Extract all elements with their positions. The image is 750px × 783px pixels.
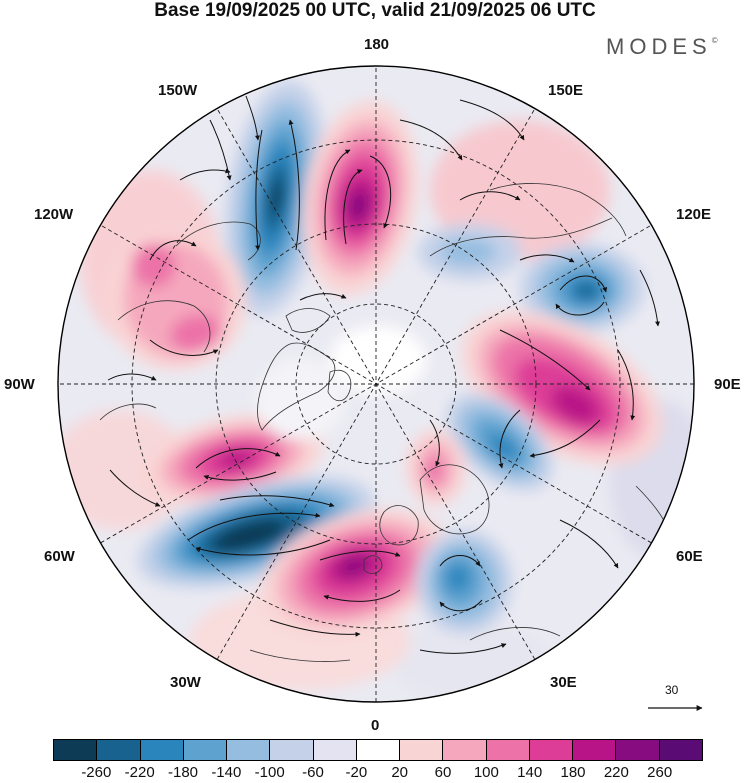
lon-label-120w: 120W: [34, 206, 74, 223]
brand-name: MODES: [606, 34, 712, 59]
colorbar: [53, 739, 703, 761]
colorbar-tick-label: -100: [254, 764, 285, 781]
modes-logo: MODES©: [606, 34, 718, 60]
graticule: [58, 66, 694, 702]
colorbar-swatch: [54, 740, 98, 760]
colorbar-tick-label: 20: [391, 764, 408, 781]
lon-label-30e: 30E: [550, 674, 577, 691]
colorbar-swatch: [529, 740, 574, 760]
colorbar-swatch: [573, 740, 617, 760]
colorbar-swatch: [400, 740, 444, 760]
brand-mark: ©: [711, 36, 718, 45]
colorbar-swatch: [313, 740, 357, 760]
colorbar-swatch: [97, 740, 141, 760]
lon-label-60w: 60W: [44, 548, 75, 565]
colorbar-tick-label: 180: [560, 764, 586, 781]
colorbar-tick-label: 100: [473, 764, 499, 781]
colorbar-tick-label: 60: [434, 764, 452, 781]
colorbar-tick-label: -260: [81, 764, 112, 781]
colorbar-tick-label: -180: [167, 764, 199, 781]
lon-label-120e: 120E: [676, 206, 712, 223]
anomaly-field: [58, 66, 694, 702]
colorbar-swatch: [486, 740, 530, 760]
colorbar-tick-label: 140: [517, 764, 543, 781]
lon-label-0: 0: [371, 717, 380, 734]
colorbar-swatch: [183, 740, 228, 760]
colorbar-swatch: [356, 740, 401, 760]
colorbar-swatch: [616, 740, 660, 760]
reference-vector-label: 30: [665, 683, 679, 697]
colorbar-tick-label: -220: [124, 764, 155, 781]
lon-label-60e: 60E: [676, 548, 703, 565]
lon-label-90w: 90W: [4, 376, 35, 393]
colorbar-tick-label: -20: [345, 764, 368, 781]
lon-label-90e: 90E: [714, 376, 741, 393]
lon-label-30w: 30W: [170, 674, 201, 691]
lon-label-150w: 150W: [158, 82, 198, 99]
colorbar-swatch: [270, 740, 314, 760]
colorbar-swatch: [140, 740, 184, 760]
colorbar-tick-label: -140: [211, 764, 242, 781]
map-boundary: [57, 65, 695, 703]
colorbar-tick-label: 260: [647, 764, 673, 781]
colorbar-swatch: [443, 740, 487, 760]
colorbar-tick-label: 220: [603, 764, 629, 781]
colorbar-tick-label: -60: [302, 764, 324, 781]
colorbar-swatch: [659, 740, 702, 760]
wind-vectors: [107, 95, 661, 654]
map-title: Base 19/09/2025 00 UTC, valid 21/09/2025…: [154, 0, 596, 21]
colorbar-swatch: [227, 740, 271, 760]
lon-label-180: 180: [364, 36, 390, 53]
lon-label-150e: 150E: [548, 82, 584, 99]
